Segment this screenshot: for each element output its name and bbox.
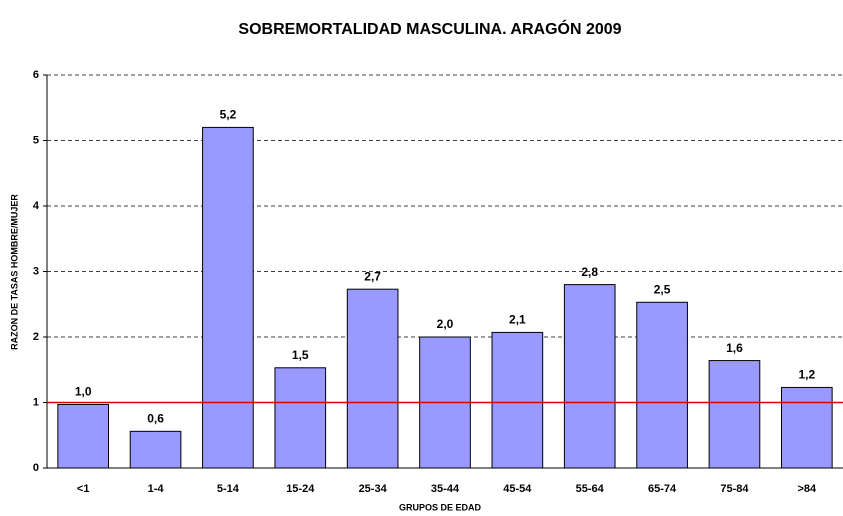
chart-title: SOBREMORTALIDAD MASCULINA. ARAGÓN 2009: [238, 19, 621, 38]
value-label: 2,0: [437, 317, 454, 331]
x-tick-label: 5-14: [217, 483, 240, 495]
value-label: 2,5: [654, 282, 671, 296]
bar: [274, 367, 327, 469]
x-tick-label: 55-64: [576, 483, 605, 495]
value-label: 1,2: [798, 368, 815, 382]
bar: [57, 403, 110, 469]
bar: [202, 126, 254, 469]
x-tick-label: >84: [797, 483, 817, 495]
x-tick-label: 15-24: [286, 483, 315, 495]
y-axis-title: RAZON DE TASAS HOMBRE/MUJER: [9, 194, 19, 350]
bar: [346, 288, 399, 469]
y-tick-label: 5: [33, 134, 39, 146]
x-tick-label: 45-54: [503, 483, 532, 495]
value-label: 2,8: [581, 265, 598, 279]
x-axis-title: GRUPOS DE EDAD: [399, 502, 482, 512]
x-tick-label: 65-74: [648, 483, 677, 495]
value-label: 5,2: [220, 108, 237, 122]
y-tick-label: 2: [33, 331, 39, 343]
bar: [129, 430, 182, 469]
value-label: 2,1: [509, 313, 526, 327]
y-tick-label: 6: [33, 69, 39, 81]
x-tick-label: 35-44: [431, 483, 460, 495]
bar: [708, 360, 761, 469]
value-label: 1,5: [292, 348, 309, 362]
x-tick-label: 75-84: [720, 483, 749, 495]
y-tick-label: 3: [33, 265, 39, 277]
x-tick-label: 1-4: [148, 483, 165, 495]
value-label: 0,6: [147, 411, 164, 425]
value-label: 1,6: [726, 341, 743, 355]
y-tick-label: 1: [33, 396, 39, 408]
value-label: 1,0: [75, 385, 92, 399]
bar: [780, 386, 833, 469]
value-label: 2,7: [364, 269, 381, 283]
y-tick-label: 0: [33, 462, 39, 474]
x-tick-label: <1: [77, 483, 90, 495]
bar: [636, 301, 688, 469]
bar: [491, 331, 544, 469]
bar: [563, 284, 616, 469]
x-tick-label: 25-34: [359, 483, 388, 495]
y-tick-label: 4: [33, 200, 40, 212]
